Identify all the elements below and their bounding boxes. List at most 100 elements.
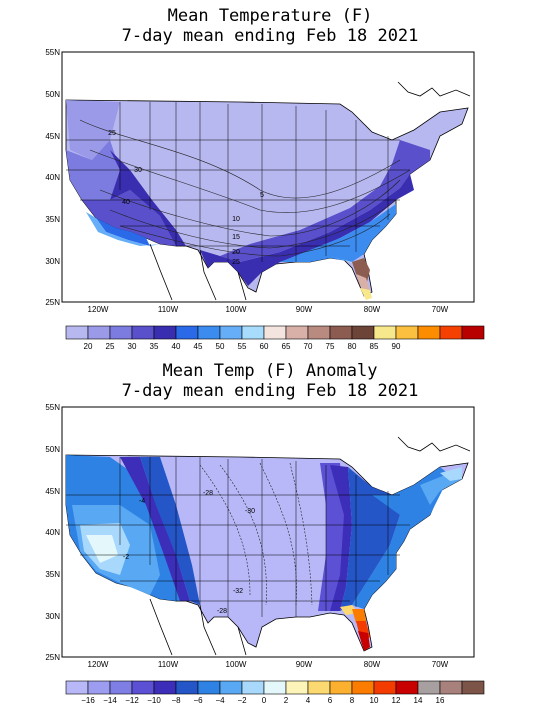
map2-legend-swatch: [329, 680, 353, 695]
map1-lat-label: 30N: [45, 257, 60, 266]
map2-legend-label: −14: [103, 696, 117, 705]
map1-legend-swatch: [307, 325, 331, 340]
map2-legend-swatch: [153, 680, 177, 695]
map2-legend-swatch: [307, 680, 331, 695]
map1-legend-swatch: [109, 325, 133, 340]
map2-legend-swatch: [197, 680, 221, 695]
map1-contour-label: 40: [122, 199, 130, 206]
map1-legend-label: 35: [150, 342, 159, 351]
map1-legend-swatch: [87, 325, 111, 340]
map1-lon-label: 100W: [226, 305, 247, 314]
map2-legend-swatch: [131, 680, 155, 695]
map1-contour-label: 5: [260, 192, 264, 199]
map1-contour-label: 30: [134, 167, 142, 174]
map2-legend-swatch: [109, 680, 133, 695]
map1-lat-label: 35N: [45, 215, 60, 224]
map2-lat-label: 30N: [45, 612, 60, 621]
map1-legend-label: 30: [128, 342, 137, 351]
map2-contour-label: -2: [123, 554, 129, 561]
map1-lon-label: 80W: [364, 305, 381, 314]
map1-lon-label: 90W: [296, 305, 313, 314]
map2-contour-label: -32: [233, 588, 243, 595]
map2-legend-label: −10: [147, 696, 161, 705]
map2-lat-label: 40N: [45, 528, 60, 537]
map2-lat-label: 35N: [45, 570, 60, 579]
map2-legend-swatch: [175, 680, 199, 695]
map2-frame: [61, 406, 475, 658]
map1-legend-label: 90: [392, 342, 401, 351]
map1-contour-label: 15: [232, 234, 240, 241]
map2-legend-swatch: [373, 680, 397, 695]
map2-legend-label: 10: [370, 696, 379, 705]
map1-legend-swatch: [373, 325, 397, 340]
map2-legend-label: −8: [171, 696, 181, 705]
map2-legend-label: 6: [328, 696, 333, 705]
map2-lon-label: 90W: [296, 660, 313, 669]
map1-lon-label: 70W: [432, 305, 449, 314]
map2-legend-label: 0: [262, 696, 267, 705]
map1-legend-label: 60: [260, 342, 269, 351]
map1-lat-label: 45N: [45, 132, 60, 141]
map2-legend-swatch: [285, 680, 309, 695]
map2-legend-label: 12: [392, 696, 401, 705]
map2-legend-swatch: [87, 680, 111, 695]
map2-legend-label: −16: [81, 696, 95, 705]
map1-legend-label: 70: [304, 342, 313, 351]
map1-title-line2: 7-day mean ending Feb 18 2021: [121, 26, 419, 46]
map1-legend-swatch: [439, 325, 463, 340]
map1-legend-swatch: [351, 325, 375, 340]
map2-lon-label: 80W: [364, 660, 381, 669]
map2-legend-label: 16: [436, 696, 445, 705]
map1-legend-swatch: [285, 325, 309, 340]
map1-contour-label: 10: [232, 216, 240, 223]
map2-lat-label: 55N: [45, 403, 60, 412]
map2-lat-label: 25N: [45, 653, 60, 662]
map1-legend-swatch: [65, 325, 89, 340]
map1-legend-swatch: [417, 325, 441, 340]
map1-contour-label: 20: [232, 249, 240, 256]
map1-legend-label: 85: [370, 342, 379, 351]
map1-lon-axis: 120W 110W 100W 90W 80W 70W: [88, 305, 449, 314]
map2-legend-swatch: [65, 680, 89, 695]
map2-legend-label: −12: [125, 696, 139, 705]
map2-lat-axis: 55N 50N 45N 40N 35N 30N 25N: [45, 403, 60, 662]
map1-legend-swatch: [219, 325, 243, 340]
map1-lat-label: 40N: [45, 173, 60, 182]
map2-legend-swatch: [263, 680, 287, 695]
map1-legend-label: 25: [106, 342, 115, 351]
map1-title-line1: Mean Temperature (F): [167, 6, 373, 26]
map2-legend-label: 2: [284, 696, 289, 705]
map1-legend-label: 80: [348, 342, 357, 351]
map1-contour-label: 25: [108, 130, 116, 137]
map1-legend-label: 20: [84, 342, 93, 351]
map1-lat-label: 50N: [45, 90, 60, 99]
map2-legend-label: 4: [306, 696, 311, 705]
map2-legend-swatch: [351, 680, 375, 695]
map1-legend-swatch: [241, 325, 265, 340]
map2-title-line2: 7-day mean ending Feb 18 2021: [121, 381, 419, 401]
map1-frame: [61, 51, 475, 303]
map2-lat-label: 50N: [45, 445, 60, 454]
map2-legend-swatch: [219, 680, 243, 695]
map1-legend-swatch: [153, 325, 177, 340]
temperature-anomaly-map-panel: Mean Temp (F) Anomaly 7-day mean ending …: [0, 355, 540, 709]
map2-legend-swatch: [439, 680, 463, 695]
map2-legend-swatch: [417, 680, 441, 695]
map2-legend: −16 −14 −12 −10 −8 −6 −4 −2 0 2 4 6 8 10…: [65, 680, 485, 705]
map2-legend-swatch: [395, 680, 419, 695]
map1-contour-label: 25: [232, 259, 240, 266]
map2-lon-label: 120W: [88, 660, 109, 669]
map1-legend-label: 40: [172, 342, 181, 351]
map2-figure: 55N 50N 45N 40N 35N 30N 25N 120W 110W 10…: [45, 403, 485, 705]
map2-lon-label: 100W: [226, 660, 247, 669]
map1-legend-swatch: [461, 325, 485, 340]
map2-lon-label: 70W: [432, 660, 449, 669]
map2-contour-label: -28: [203, 490, 213, 497]
map2-title-line1: Mean Temp (F) Anomaly: [162, 361, 378, 381]
map1-lat-axis: 55N 50N 45N 40N 35N 30N 25N: [45, 48, 60, 307]
map2-legend-label: 14: [414, 696, 423, 705]
map2-legend-label: −6: [193, 696, 203, 705]
map2-legend-label: −4: [215, 696, 225, 705]
map1-legend-swatch: [329, 325, 353, 340]
map1-legend-swatch: [395, 325, 419, 340]
